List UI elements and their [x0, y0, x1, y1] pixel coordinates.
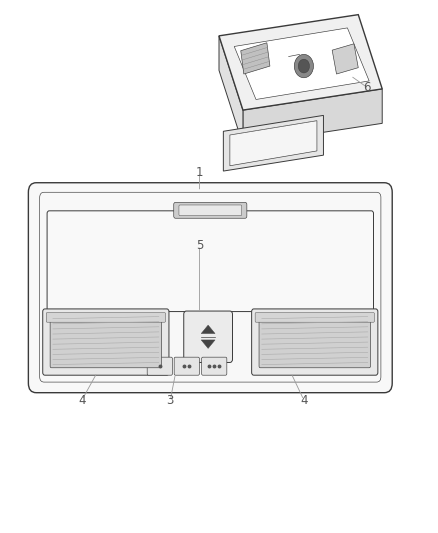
Polygon shape: [201, 340, 215, 349]
Polygon shape: [332, 44, 358, 74]
FancyBboxPatch shape: [147, 357, 173, 375]
Text: 4: 4: [300, 393, 307, 407]
Text: 4: 4: [78, 393, 86, 407]
Polygon shape: [201, 325, 215, 334]
FancyBboxPatch shape: [174, 357, 199, 375]
FancyBboxPatch shape: [174, 203, 247, 218]
FancyBboxPatch shape: [47, 211, 374, 312]
Polygon shape: [223, 115, 323, 171]
Text: 3: 3: [166, 393, 174, 407]
FancyBboxPatch shape: [255, 313, 374, 322]
Polygon shape: [234, 28, 369, 100]
Polygon shape: [230, 120, 317, 166]
Polygon shape: [219, 36, 243, 144]
Circle shape: [298, 59, 310, 73]
Text: 6: 6: [363, 81, 371, 94]
FancyBboxPatch shape: [179, 205, 242, 216]
FancyBboxPatch shape: [28, 183, 392, 393]
FancyBboxPatch shape: [46, 313, 166, 322]
Polygon shape: [241, 43, 270, 74]
FancyBboxPatch shape: [201, 357, 227, 375]
FancyBboxPatch shape: [43, 309, 169, 375]
FancyBboxPatch shape: [252, 309, 378, 375]
Text: 1: 1: [196, 166, 203, 179]
Text: 5: 5: [196, 239, 203, 252]
Polygon shape: [219, 14, 382, 110]
FancyBboxPatch shape: [50, 316, 162, 368]
Polygon shape: [243, 89, 382, 144]
FancyBboxPatch shape: [184, 311, 233, 362]
FancyBboxPatch shape: [259, 316, 371, 368]
Circle shape: [294, 54, 314, 78]
